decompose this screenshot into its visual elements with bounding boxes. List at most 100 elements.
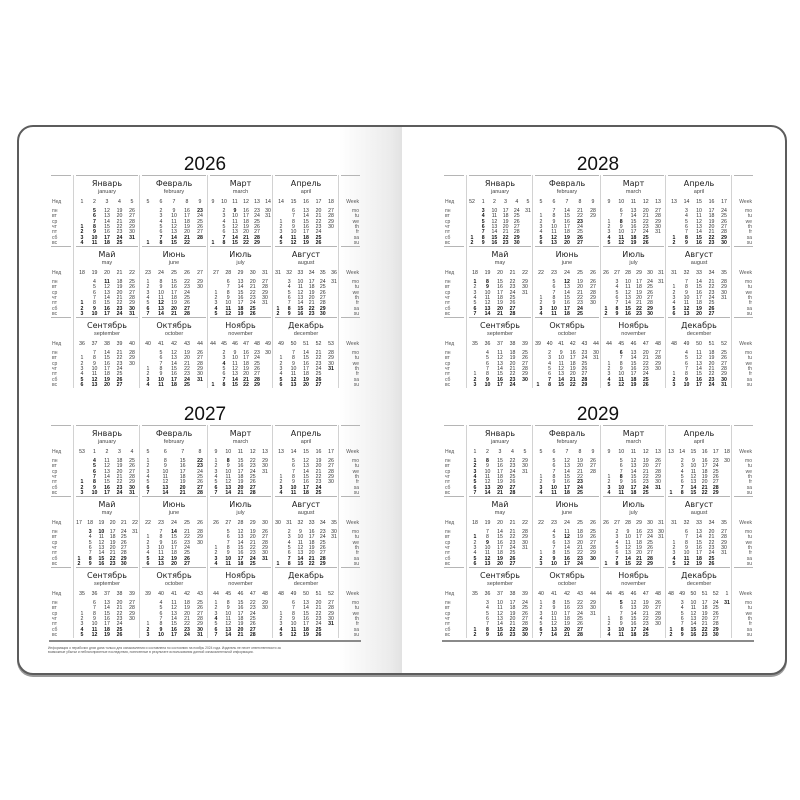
week-number: 44: [606, 591, 612, 597]
day: 17: [509, 600, 516, 606]
day-off: 5: [93, 463, 96, 470]
month-block: Июнь june 23 1 2 3 4 5 6 7 24 8 9 10 11 12 13 14 25 15 16 17 1…: [139, 246, 208, 317]
day: 25: [712, 468, 719, 475]
day-off: 11: [290, 489, 297, 496]
day-off: 13: [158, 560, 164, 567]
day: 12: [297, 289, 304, 296]
day: 28: [197, 529, 203, 535]
day: 29: [522, 279, 528, 285]
day: 21: [116, 473, 123, 480]
day: 28: [522, 365, 528, 372]
day: 21: [636, 300, 642, 307]
day-off: 21: [184, 234, 190, 241]
weekday-label: вт: [52, 355, 57, 362]
day: 23: [315, 615, 322, 622]
weekday-label-en: tu: [747, 213, 752, 220]
weekday-label-en: fr: [355, 621, 359, 628]
day: 4: [680, 605, 684, 612]
month-block: Июнь june 22 1 2 3 23 4 5 6 7 8 9 10 24 11 12 13 14 15 16 17 2…: [532, 496, 601, 567]
day-off: 14: [171, 234, 177, 241]
day: 6: [292, 600, 295, 606]
weekday-label-en: we: [745, 539, 752, 546]
day-off: 1: [211, 381, 215, 388]
day: 17: [237, 468, 244, 475]
day: 20: [642, 208, 649, 214]
week-number: 40: [145, 341, 151, 347]
day-off: 1: [604, 560, 608, 567]
day: 15: [171, 621, 177, 628]
weekday-label-en: fr: [355, 550, 359, 557]
day: 10: [290, 621, 297, 628]
day-off: 30: [319, 310, 326, 317]
month-name-ru: Июнь: [162, 250, 186, 259]
day-off: 25: [184, 381, 190, 388]
weekday-labels-en: Week mo tu we th fr sa su: [731, 175, 755, 246]
day-off: 4: [539, 489, 543, 496]
day-off: 6: [93, 468, 96, 475]
day: 23: [319, 529, 326, 535]
day: 6: [88, 544, 92, 551]
week-number: 3: [504, 199, 508, 205]
month-name-en: may: [494, 260, 506, 266]
day-off: 9: [93, 305, 96, 312]
day: 8: [159, 534, 163, 541]
day-off: 8: [619, 218, 623, 225]
week-number: 39: [116, 341, 123, 347]
day: 5: [287, 544, 291, 551]
day: 27: [129, 600, 135, 606]
month-name-ru: Декабрь: [288, 321, 324, 330]
week-number: 53: [328, 341, 334, 347]
day: 3: [214, 468, 218, 475]
day-off: 3: [607, 484, 611, 491]
week-number: 20: [104, 270, 110, 276]
day: 11: [696, 350, 702, 356]
day: 25: [197, 473, 203, 480]
month-name-en: february: [556, 189, 578, 195]
day: 13: [497, 615, 503, 622]
day: 1: [672, 284, 676, 291]
week-number: 18: [472, 520, 478, 526]
day-off: 25: [315, 234, 322, 241]
week-number: 35: [79, 591, 85, 597]
month-name-ru: Апрель: [290, 429, 322, 438]
day-off: 30: [522, 376, 528, 383]
day-off: 20: [104, 381, 110, 388]
day-off: 14: [225, 631, 232, 638]
day: 30: [265, 350, 271, 356]
weekday-label: вс: [445, 239, 451, 246]
day: 18: [237, 473, 244, 480]
day: 1: [214, 458, 218, 464]
day: 2: [615, 529, 619, 535]
week-number: 51: [708, 341, 715, 347]
day: 30: [197, 284, 203, 291]
day: 27: [328, 463, 334, 470]
day: 30: [328, 615, 334, 622]
day: 9: [552, 300, 556, 307]
week-number: 41: [551, 591, 557, 597]
day: 10: [225, 610, 232, 617]
day: 11: [290, 371, 297, 378]
day: 6: [615, 294, 619, 301]
day: 12: [104, 463, 110, 470]
day-off: 26: [708, 305, 715, 312]
weekday-label-en: tu: [747, 355, 752, 362]
week-number: 39: [522, 341, 528, 347]
day-off: 29: [319, 560, 326, 567]
day: 12: [104, 208, 110, 214]
day: 16: [179, 463, 186, 470]
day-off: 27: [197, 484, 203, 491]
month-name-en: january: [97, 189, 117, 195]
day-off: 12: [564, 279, 570, 285]
week-number: 12: [249, 449, 256, 455]
day: 10: [618, 371, 625, 378]
day-off: 17: [696, 381, 702, 388]
day: 22: [708, 371, 715, 378]
week-number: 22: [522, 270, 528, 276]
week-number: 5: [146, 449, 150, 455]
day: 9: [559, 350, 563, 356]
weekday-label: чт: [52, 223, 57, 230]
day: 21: [577, 208, 583, 214]
day: 4: [146, 550, 150, 557]
day: 3: [607, 371, 611, 378]
day-off: 2: [276, 310, 280, 317]
